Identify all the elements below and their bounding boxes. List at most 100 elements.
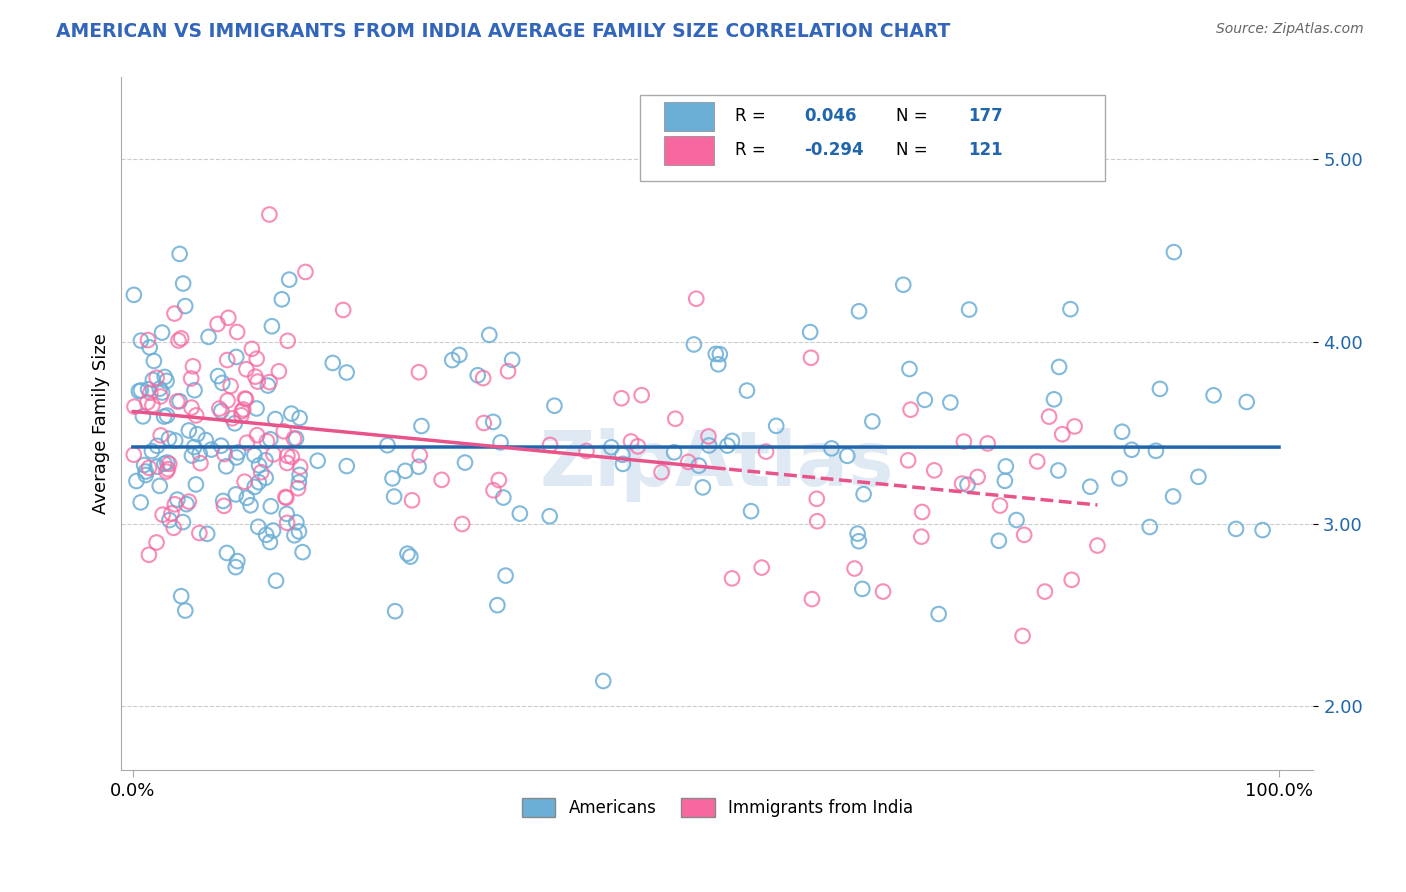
Americans bbox=[837, 449, 859, 463]
Immigrants from India bbox=[496, 364, 519, 378]
Americans bbox=[245, 401, 267, 416]
Americans bbox=[259, 535, 281, 549]
Immigrants from India bbox=[231, 409, 253, 423]
Americans bbox=[257, 378, 280, 392]
Immigrants from India bbox=[651, 465, 673, 479]
Immigrants from India bbox=[1050, 427, 1073, 442]
Americans bbox=[846, 526, 869, 541]
Text: Source: ZipAtlas.com: Source: ZipAtlas.com bbox=[1216, 22, 1364, 37]
Immigrants from India bbox=[245, 369, 267, 384]
Immigrants from India bbox=[274, 490, 297, 504]
Americans bbox=[956, 477, 979, 491]
Immigrants from India bbox=[800, 592, 823, 607]
Immigrants from India bbox=[160, 507, 183, 521]
Immigrants from India bbox=[188, 526, 211, 541]
Americans bbox=[247, 475, 270, 490]
Immigrants from India bbox=[163, 307, 186, 321]
Immigrants from India bbox=[166, 394, 188, 409]
Americans bbox=[129, 495, 152, 509]
Immigrants from India bbox=[233, 475, 256, 489]
Immigrants from India bbox=[136, 333, 159, 347]
FancyBboxPatch shape bbox=[640, 95, 1105, 181]
Immigrants from India bbox=[276, 516, 298, 530]
Immigrants from India bbox=[276, 456, 298, 470]
Immigrants from India bbox=[755, 444, 778, 458]
Immigrants from India bbox=[1033, 584, 1056, 599]
Immigrants from India bbox=[217, 353, 239, 368]
Immigrants from India bbox=[401, 493, 423, 508]
Immigrants from India bbox=[922, 463, 945, 477]
Americans bbox=[225, 487, 247, 501]
Americans bbox=[928, 607, 950, 621]
Immigrants from India bbox=[138, 548, 160, 562]
Americans bbox=[254, 471, 277, 485]
Americans bbox=[1163, 245, 1185, 260]
Immigrants from India bbox=[235, 362, 257, 376]
Americans bbox=[166, 492, 188, 507]
Americans bbox=[600, 440, 623, 454]
Americans bbox=[169, 394, 191, 409]
Immigrants from India bbox=[844, 561, 866, 575]
Americans bbox=[860, 414, 883, 428]
Americans bbox=[176, 497, 198, 511]
Text: -0.294: -0.294 bbox=[804, 141, 865, 159]
Americans bbox=[709, 347, 731, 361]
Americans bbox=[994, 459, 1017, 474]
Immigrants from India bbox=[177, 494, 200, 508]
Immigrants from India bbox=[287, 481, 309, 495]
Americans bbox=[799, 325, 821, 339]
Immigrants from India bbox=[259, 207, 281, 221]
Immigrants from India bbox=[149, 389, 172, 403]
Americans bbox=[174, 603, 197, 617]
Immigrants from India bbox=[156, 462, 179, 476]
Immigrants from India bbox=[167, 334, 190, 348]
Americans bbox=[396, 547, 419, 561]
Immigrants from India bbox=[1038, 409, 1060, 424]
Americans bbox=[1047, 359, 1070, 374]
Immigrants from India bbox=[900, 402, 922, 417]
Immigrants from India bbox=[170, 331, 193, 345]
Americans bbox=[495, 568, 517, 582]
Text: ZipAtlas: ZipAtlas bbox=[540, 428, 894, 502]
Americans bbox=[1005, 513, 1028, 527]
Immigrants from India bbox=[332, 302, 354, 317]
Americans bbox=[721, 434, 744, 448]
Americans bbox=[215, 546, 238, 560]
Immigrants from India bbox=[678, 455, 700, 469]
Americans bbox=[146, 459, 169, 474]
Text: AMERICAN VS IMMIGRANTS FROM INDIA AVERAGE FAMILY SIZE CORRELATION CHART: AMERICAN VS IMMIGRANTS FROM INDIA AVERAG… bbox=[56, 22, 950, 41]
Immigrants from India bbox=[208, 401, 231, 416]
Immigrants from India bbox=[233, 392, 256, 406]
Immigrants from India bbox=[250, 465, 273, 479]
Immigrants from India bbox=[976, 436, 998, 450]
Immigrants from India bbox=[283, 432, 305, 446]
Immigrants from India bbox=[246, 375, 269, 389]
Americans bbox=[891, 277, 914, 292]
Americans bbox=[291, 545, 314, 559]
Americans bbox=[987, 533, 1010, 548]
Americans bbox=[141, 444, 163, 458]
Americans bbox=[441, 353, 464, 368]
Immigrants from India bbox=[163, 497, 186, 511]
Americans bbox=[1149, 382, 1171, 396]
Americans bbox=[697, 438, 720, 452]
Americans bbox=[226, 554, 249, 568]
Americans bbox=[149, 382, 172, 396]
Americans bbox=[288, 467, 311, 482]
Immigrants from India bbox=[149, 428, 172, 442]
Americans bbox=[278, 273, 301, 287]
Americans bbox=[225, 560, 247, 574]
Americans bbox=[142, 373, 165, 387]
Americans bbox=[156, 455, 179, 469]
Immigrants from India bbox=[800, 351, 823, 365]
Americans bbox=[200, 442, 222, 457]
Americans bbox=[172, 277, 194, 291]
Legend: Americans, Immigrants from India: Americans, Immigrants from India bbox=[515, 791, 920, 824]
Immigrants from India bbox=[262, 447, 284, 461]
Text: 0.046: 0.046 bbox=[804, 106, 856, 125]
Immigrants from India bbox=[630, 388, 652, 402]
Immigrants from India bbox=[472, 371, 495, 385]
Immigrants from India bbox=[219, 379, 242, 393]
Text: 177: 177 bbox=[967, 106, 1002, 125]
Immigrants from India bbox=[1012, 528, 1035, 542]
